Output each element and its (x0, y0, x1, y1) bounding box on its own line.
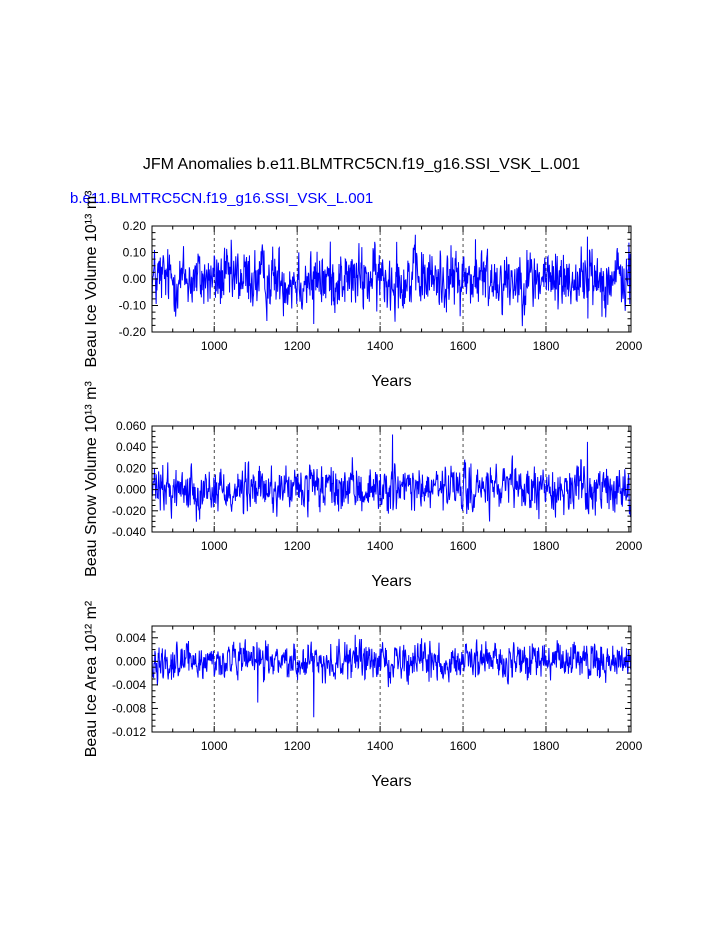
y-tick-label: 0.004 (116, 631, 146, 645)
y-tick-label: -0.008 (112, 701, 146, 715)
y-tick-label: 0.060 (116, 419, 146, 433)
x-tick-label: 1200 (284, 339, 311, 353)
plot-frame (151, 625, 632, 733)
x-tick-label: 1400 (367, 739, 394, 753)
y-tick-label: 0.020 (116, 461, 146, 475)
x-tick-label: 1000 (201, 739, 228, 753)
y-tick-label: 0.000 (116, 483, 146, 497)
y-tick-label: 0.000 (116, 654, 146, 668)
x-tick-label: 1000 (201, 539, 228, 553)
x-tick-label: 1600 (450, 539, 477, 553)
y-tick-label: -0.040 (112, 525, 146, 539)
x-tick-label: 1800 (533, 539, 560, 553)
chart-title: JFM Anomalies b.e11.BLMTRC5CN.f19_g16.SS… (142, 156, 581, 173)
series-line (151, 234, 632, 327)
y-tick-label: -0.004 (112, 678, 146, 692)
x-axis-label: Years (371, 573, 411, 590)
x-tick-label: 1600 (450, 339, 477, 353)
y-tick-label: -0.012 (112, 725, 146, 739)
y-tick-label: -0.20 (119, 325, 147, 339)
x-tick-label: 2000 (616, 339, 643, 353)
panel-1: 1000 1200 1400 1600 1800 2000 -0.20 -0.10 0.00 0.… (83, 190, 643, 390)
x-tick-label: 1800 (533, 739, 560, 753)
x-tick-label: 1200 (284, 539, 311, 553)
y-tick-label: 0.00 (123, 272, 147, 286)
series-line (151, 434, 632, 522)
x-tick-label: 1400 (367, 339, 394, 353)
y-axis-label: Beau Snow Volume 10¹³ m³ (83, 381, 100, 577)
panel-2: 1000 1200 1400 1600 1800 2000 -0.040 -0.020 0.00… (83, 381, 643, 590)
y-axis-label: Beau Ice Area 10¹² m² (83, 600, 100, 757)
panel-3: 1000 1200 1400 1600 1800 2000 -0.012 -0.008 -0.0… (83, 600, 643, 790)
x-axis-label: Years (371, 773, 411, 790)
x-tick-label: 1400 (367, 539, 394, 553)
x-tick-label: 2000 (616, 739, 643, 753)
y-axis-label: Beau Ice Volume 10¹³ m³ (83, 190, 100, 368)
series-line (151, 634, 632, 718)
y-tick-label: -0.020 (112, 504, 146, 518)
x-axis-label: Years (371, 373, 411, 390)
x-tick-label: 1000 (201, 339, 228, 353)
x-tick-label: 2000 (616, 539, 643, 553)
y-tick-label: 0.10 (123, 246, 147, 260)
x-tick-label: 1600 (450, 739, 477, 753)
chart-subtitle: b.e11.BLMTRC5CN.f19_g16.SSI_VSK_L.001 (70, 190, 374, 207)
y-tick-label: 0.20 (123, 219, 147, 233)
x-tick-label: 1800 (533, 339, 560, 353)
x-tick-label: 1200 (284, 739, 311, 753)
y-tick-label: 0.040 (116, 440, 146, 454)
y-tick-label: -0.10 (119, 299, 147, 313)
